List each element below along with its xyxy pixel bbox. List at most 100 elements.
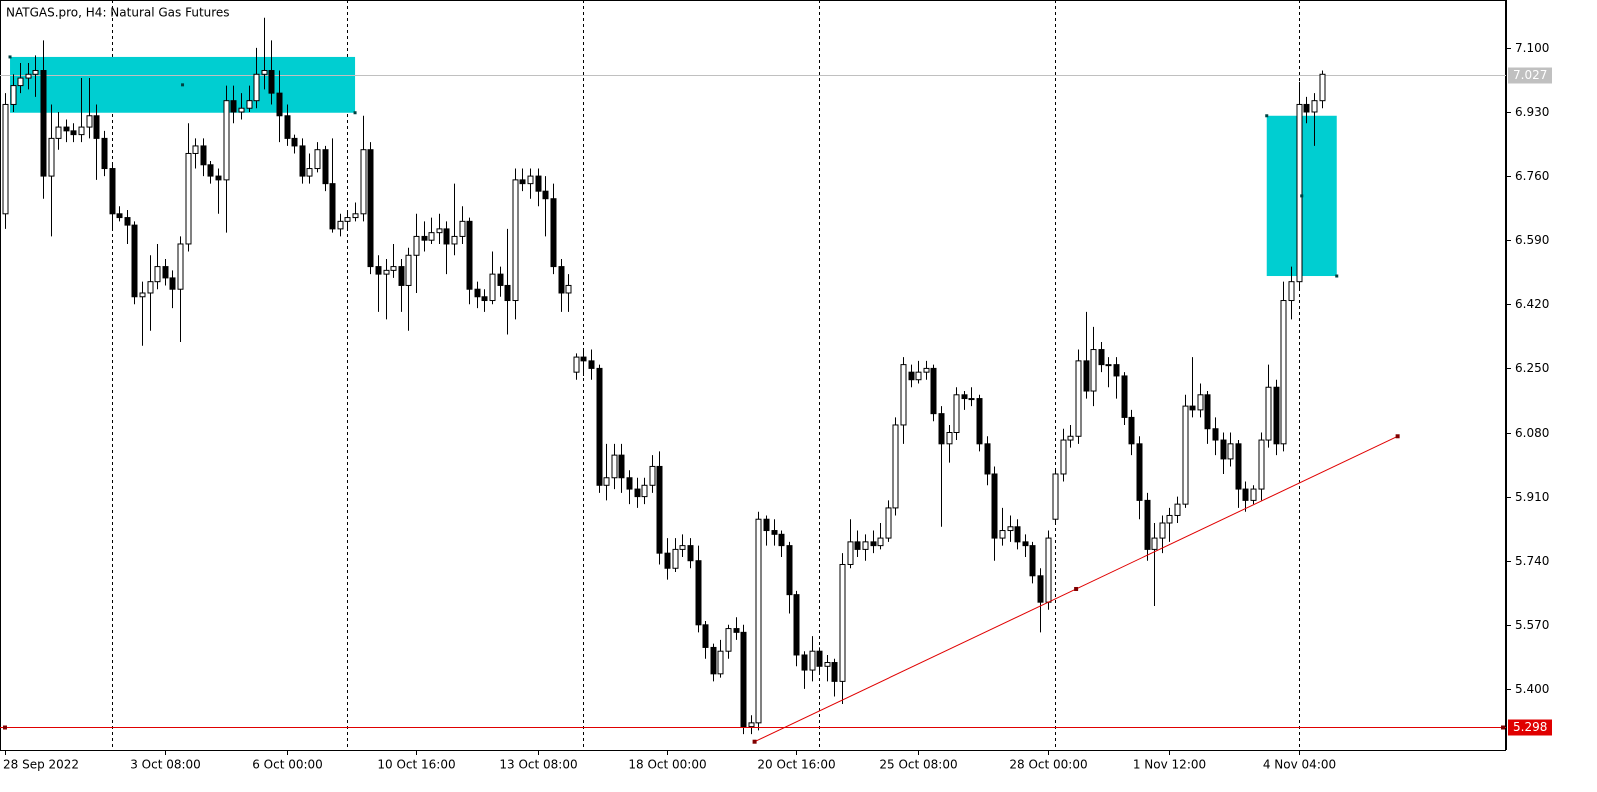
- candle-body: [900, 364, 907, 426]
- candle-body: [390, 266, 397, 271]
- candle-body: [862, 541, 869, 550]
- candle-body: [246, 100, 253, 109]
- candle-body: [1128, 416, 1135, 445]
- candle-body: [86, 115, 93, 128]
- candle-body: [70, 130, 77, 136]
- candle-body: [847, 541, 854, 565]
- candle-body: [466, 220, 473, 290]
- candle-body: [641, 484, 648, 498]
- x-tick-label: 25 Oct 08:00: [879, 758, 957, 772]
- y-tick-label: 6.760: [1515, 169, 1549, 183]
- x-tick-label: 20 Oct 16:00: [757, 758, 835, 772]
- candle-body: [1265, 386, 1272, 441]
- candle-body: [367, 149, 374, 268]
- candle-body: [748, 722, 755, 728]
- candle-body: [131, 224, 138, 298]
- candle-body: [48, 137, 55, 177]
- candle-body: [809, 650, 816, 671]
- candle-body: [710, 646, 717, 675]
- candle-body: [725, 628, 732, 652]
- candle-body: [1212, 428, 1219, 441]
- candle-body: [337, 220, 344, 230]
- candle-body: [1098, 349, 1105, 366]
- candle-body: [398, 266, 405, 286]
- candle-body: [200, 145, 207, 166]
- candle-body: [1144, 499, 1151, 550]
- candle-body: [1258, 439, 1265, 490]
- candle-body: [1075, 360, 1082, 437]
- candle-body: [17, 77, 24, 87]
- candle-body: [702, 624, 709, 648]
- candle-body: [253, 73, 260, 102]
- candle-body: [733, 628, 740, 633]
- candle-body: [991, 473, 998, 539]
- candle-body: [1174, 503, 1181, 516]
- candle-body: [329, 183, 336, 230]
- candle-body: [1197, 394, 1204, 411]
- candle-body: [413, 235, 420, 256]
- candle-body: [1296, 103, 1303, 283]
- candle-body: [1121, 375, 1128, 418]
- candle-body: [664, 552, 671, 569]
- candle-body: [611, 454, 618, 479]
- candle-body: [276, 92, 283, 117]
- candle-body: [930, 367, 937, 415]
- candle-body: [512, 179, 519, 302]
- candle-body: [687, 545, 694, 562]
- candle-body: [527, 175, 534, 185]
- candle-body: [831, 662, 838, 682]
- candle-body: [656, 465, 663, 554]
- candle-body: [938, 413, 945, 445]
- candle-body: [588, 360, 595, 369]
- candle-body: [101, 137, 108, 170]
- candle-body: [63, 126, 70, 132]
- candle-body: [626, 477, 633, 490]
- x-tick-label: 13 Oct 08:00: [499, 758, 577, 772]
- candle-body: [786, 545, 793, 596]
- candle-body: [177, 243, 184, 290]
- y-tick-label: 5.570: [1515, 618, 1549, 632]
- candle-body: [169, 277, 176, 290]
- price-label: 7.027: [1513, 68, 1547, 82]
- candle-body: [489, 273, 496, 302]
- x-tick-label: 4 Nov 04:00: [1263, 758, 1336, 772]
- trendline-anchor: [752, 739, 757, 744]
- candle-body: [1136, 443, 1143, 501]
- candle-body: [1007, 526, 1014, 532]
- candle-body: [535, 175, 542, 192]
- candle-body: [1288, 281, 1295, 302]
- candle-body: [1159, 522, 1166, 539]
- candle-body: [1227, 443, 1234, 460]
- candle-body: [596, 367, 603, 486]
- candle-body: [238, 107, 245, 113]
- candle-body: [1280, 300, 1287, 445]
- candle-body: [892, 424, 899, 509]
- candle-body: [314, 149, 321, 170]
- candle-body: [10, 85, 17, 105]
- candle-body: [147, 281, 154, 294]
- candle-body: [1189, 405, 1196, 411]
- candle-body: [558, 266, 565, 294]
- candle-body: [116, 213, 123, 219]
- x-tick-label: 18 Oct 00:00: [628, 758, 706, 772]
- candle-body: [1273, 386, 1280, 445]
- candle-body: [207, 164, 214, 177]
- candle-body: [999, 530, 1006, 539]
- candle-body: [1067, 435, 1074, 441]
- candle-body: [25, 73, 32, 79]
- zone-anchor: [1265, 114, 1269, 118]
- candle-body: [793, 594, 800, 656]
- candle-body: [603, 477, 610, 486]
- candle-body: [923, 367, 930, 373]
- candle-body: [649, 465, 656, 486]
- candle-body: [877, 537, 884, 547]
- y-tick-label: 6.420: [1515, 297, 1549, 311]
- candle-body: [915, 371, 922, 381]
- candle-body: [428, 232, 435, 241]
- candle-body: [154, 266, 161, 283]
- candle-body: [1204, 394, 1211, 430]
- candle-body: [344, 217, 351, 222]
- candle-body: [443, 228, 450, 245]
- candle-body: [32, 70, 39, 75]
